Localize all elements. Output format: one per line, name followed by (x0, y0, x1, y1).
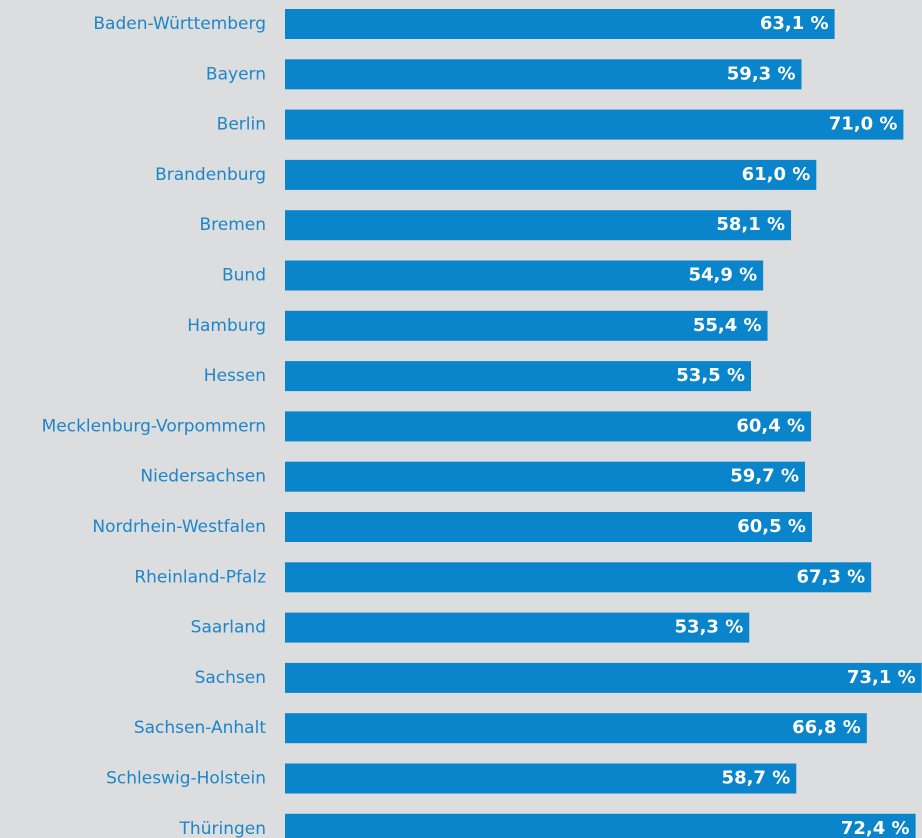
value-label: 60,4 % (736, 415, 805, 436)
category-label: Nordrhein-Westfalen (92, 517, 266, 537)
category-label: Berlin (217, 115, 266, 135)
value-label: 53,3 % (675, 617, 744, 638)
category-label: Saarland (191, 618, 266, 638)
bar (285, 461, 805, 492)
category-label: Baden-Württemberg (93, 14, 266, 34)
bar (285, 612, 750, 643)
category-label: Rheinland-Pfalz (134, 567, 266, 587)
bar (285, 260, 764, 291)
category-label: Thüringen (179, 819, 266, 838)
category-label: Sachsen-Anhalt (134, 718, 266, 738)
value-label: 60,5 % (737, 516, 806, 537)
category-label: Bayern (206, 64, 266, 84)
value-label: 66,8 % (792, 717, 861, 738)
bar (285, 59, 802, 90)
bar (285, 210, 792, 241)
bar (285, 9, 835, 39)
value-label: 61,0 % (742, 164, 811, 185)
category-label: Sachsen (195, 668, 266, 688)
bar (285, 411, 812, 442)
value-label: 58,1 % (716, 214, 785, 235)
bar (285, 109, 904, 140)
bar (285, 310, 768, 341)
bar (285, 713, 867, 744)
value-label: 55,4 % (693, 315, 762, 336)
value-label: 71,0 % (829, 114, 898, 135)
value-label: 53,5 % (676, 365, 745, 386)
bar (285, 159, 817, 190)
value-label: 67,3 % (796, 566, 865, 587)
category-label: Bremen (199, 215, 266, 235)
value-label: 72,4 % (841, 818, 910, 838)
bar (285, 361, 751, 392)
category-label: Brandenburg (155, 165, 266, 185)
category-label: Mecklenburg-Vorpommern (42, 416, 266, 436)
category-label: Niedersachsen (140, 467, 266, 487)
bar (285, 512, 812, 542)
value-label: 59,7 % (730, 466, 799, 487)
value-label: 59,3 % (727, 63, 796, 84)
value-label: 54,9 % (688, 265, 757, 286)
bar (285, 662, 922, 693)
bar (285, 562, 872, 593)
category-label: Schleswig-Holstein (106, 769, 266, 789)
bar (285, 763, 797, 794)
value-label: 63,1 % (760, 13, 829, 34)
category-label: Bund (222, 266, 266, 286)
value-label: 58,7 % (722, 768, 791, 789)
value-label: 73,1 % (847, 667, 916, 688)
category-label: Hessen (204, 366, 266, 386)
category-label: Hamburg (187, 316, 266, 336)
bar (285, 813, 916, 838)
